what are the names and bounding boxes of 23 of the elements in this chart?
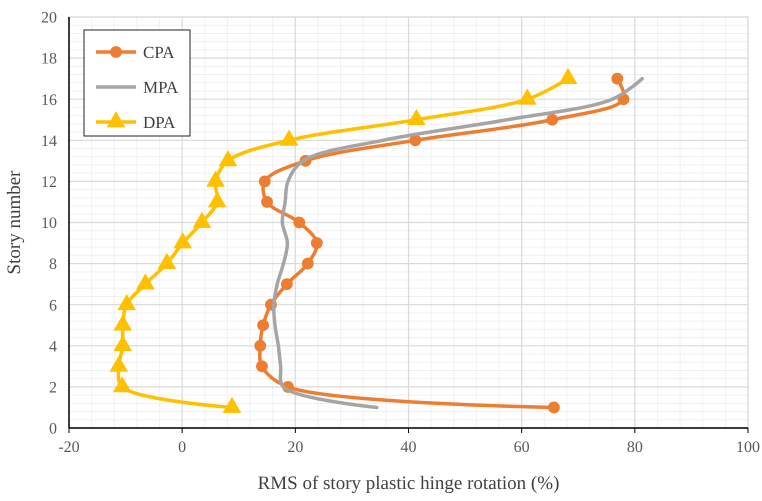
- x-tick-label: 80: [626, 439, 643, 456]
- y-tick-label: 20: [41, 10, 57, 27]
- legend-label: CPA: [143, 42, 176, 62]
- legend-label: DPA: [143, 112, 176, 132]
- x-axis-title: RMS of story plastic hinge rotation (%): [258, 473, 560, 494]
- legend-label: MPA: [143, 78, 180, 97]
- y-tick-label: 10: [41, 215, 57, 232]
- y-tick-label: 14: [41, 132, 57, 150]
- x-tick-label: 60: [514, 439, 530, 456]
- x-tick-label: -20: [58, 439, 80, 456]
- y-tick-label: 0: [49, 420, 57, 438]
- y-tick-label: 12: [41, 174, 57, 191]
- y-tick-label: 6: [49, 297, 57, 314]
- x-tick-label: 100: [736, 439, 760, 456]
- y-tick-label: 8: [49, 256, 57, 274]
- y-tick-label: 16: [41, 92, 57, 109]
- x-tick-label: 40: [400, 439, 416, 456]
- y-axis-title: Story number: [4, 170, 25, 274]
- x-tick-label: 20: [287, 439, 304, 456]
- x-tick-label: 0: [178, 439, 186, 456]
- y-tick-label: 2: [49, 380, 57, 396]
- y-tick-label: 4: [49, 338, 57, 356]
- y-tick-label: 18: [41, 50, 57, 68]
